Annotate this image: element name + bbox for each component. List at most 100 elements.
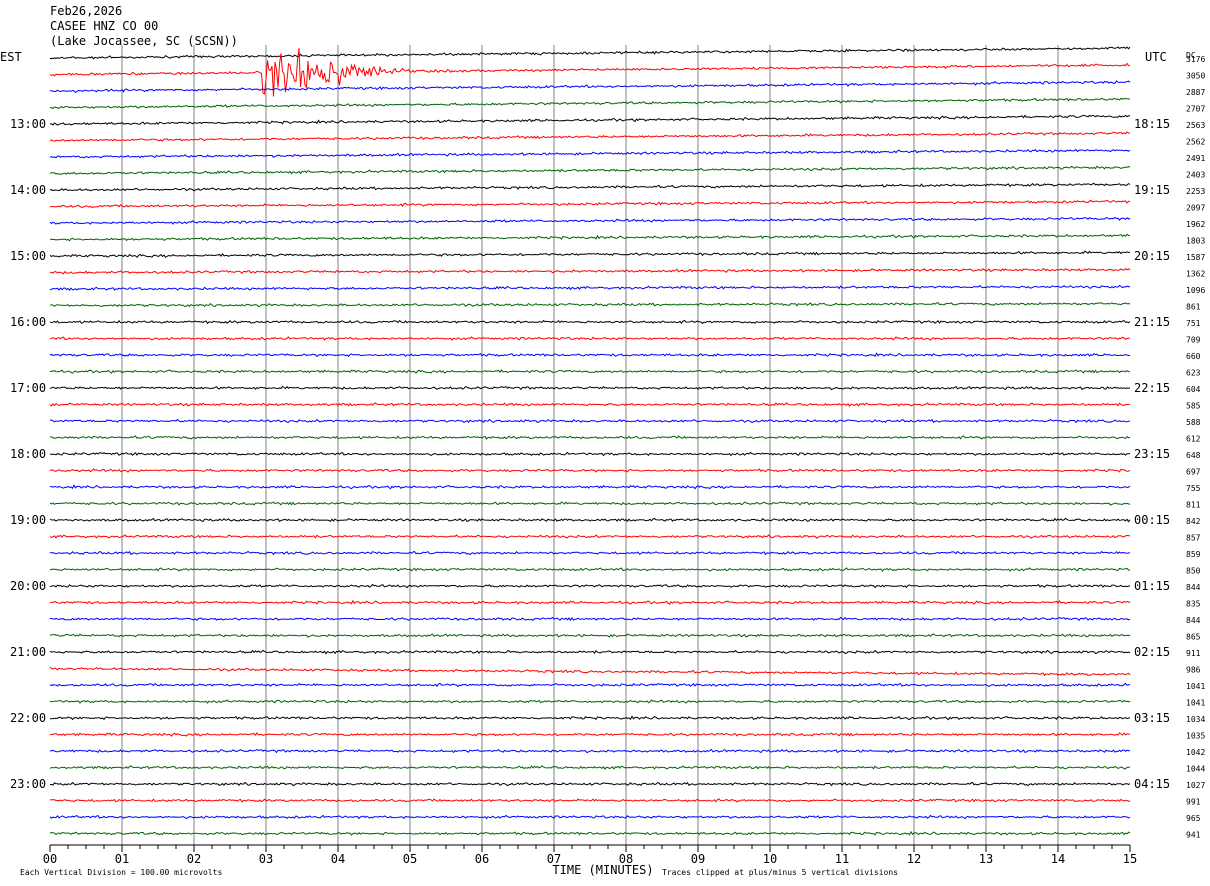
trace-line (49, 114, 1131, 126)
trace-line (49, 148, 1131, 159)
dc-offset-label: 844 (1186, 616, 1201, 625)
x-tick-label: 01 (115, 852, 129, 866)
dc-offset-label: 1034 (1186, 715, 1205, 724)
trace-line (49, 97, 1130, 109)
x-axis-title: TIME (MINUTES) (552, 863, 653, 877)
header-station: CASEE HNZ CO 00 (50, 19, 159, 33)
trace-line (49, 583, 1131, 589)
left-hour-label: 13:00 (10, 117, 46, 131)
dc-offset-label: 1035 (1186, 732, 1205, 741)
right-hour-label: 22:15 (1134, 381, 1170, 395)
left-hour-label: 22:00 (10, 711, 46, 725)
header-date: Feb26,2026 (50, 4, 123, 18)
right-hour-label: 03:15 (1134, 711, 1170, 725)
trace-line (49, 616, 1131, 622)
dc-offset-label: 697 (1186, 468, 1201, 477)
trace-line (49, 131, 1131, 142)
trace-line (49, 830, 1131, 836)
left-hour-label: 15:00 (10, 249, 46, 263)
x-tick-label: 04 (331, 852, 345, 866)
dc-offset-label: 1041 (1186, 682, 1205, 691)
dc-offset-label: 2887 (1186, 88, 1205, 97)
trace-line (49, 501, 1131, 506)
left-hour-label: 16:00 (10, 315, 46, 329)
dc-offset-label: 2097 (1186, 204, 1205, 213)
trace-line (49, 451, 1131, 457)
x-tick-label: 13 (979, 852, 993, 866)
x-tick-label: 07 (547, 852, 561, 866)
left-hour-label: 20:00 (10, 579, 46, 593)
trace-line (49, 666, 1131, 677)
trace-line (49, 765, 1131, 770)
right-hour-label: 01:15 (1134, 579, 1170, 593)
right-hour-label: 20:15 (1134, 249, 1170, 263)
dc-offset-label: 859 (1186, 550, 1201, 559)
header-location: (Lake Jocassee, SC (SCSN)) (50, 34, 238, 48)
dc-column-label: DC (1186, 51, 1196, 60)
dc-offset-label: 2403 (1186, 171, 1205, 180)
dc-offset-label: 648 (1186, 451, 1201, 460)
dc-offset-label: 941 (1186, 831, 1201, 840)
dc-offset-label: 911 (1186, 649, 1201, 658)
trace-line (49, 48, 1131, 97)
left-hour-label: 14:00 (10, 183, 46, 197)
left-tz-label: EST (0, 50, 22, 64)
dc-offset-label: 850 (1186, 567, 1201, 576)
trace-line (49, 369, 1131, 374)
x-tick-label: 03 (259, 852, 273, 866)
dc-offset-label: 709 (1186, 336, 1201, 345)
trace-line (49, 165, 1131, 175)
dc-offset-label: 865 (1186, 633, 1201, 642)
left-hour-label: 21:00 (10, 645, 46, 659)
x-tick-label: 15 (1123, 852, 1137, 866)
dc-offset-label: 585 (1186, 402, 1201, 411)
footer-clip-note: Traces clipped at plus/minus 5 vertical … (662, 868, 898, 877)
left-hour-label: 19:00 (10, 513, 46, 527)
trace-line (49, 534, 1131, 539)
dc-offset-label: 2563 (1186, 121, 1205, 130)
trace-line (49, 468, 1131, 473)
dc-offset-label: 844 (1186, 583, 1201, 592)
dc-offset-label: 2253 (1186, 187, 1205, 196)
dc-offset-label: 623 (1186, 369, 1201, 378)
dc-offset-label: 835 (1186, 600, 1201, 609)
trace-line (49, 633, 1131, 638)
trace-line (49, 385, 1131, 391)
right-hour-label: 18:15 (1134, 117, 1170, 131)
trace-line (49, 517, 1131, 523)
trace-line (49, 550, 1130, 556)
dc-offset-label: 1962 (1186, 220, 1205, 229)
left-hour-label: 23:00 (10, 777, 46, 791)
x-tick-label: 09 (691, 852, 705, 866)
trace-line (50, 435, 1131, 440)
dc-offset-label: 2707 (1186, 105, 1205, 114)
trace-line (49, 352, 1130, 358)
dc-offset-label: 986 (1186, 666, 1201, 675)
dc-offset-label: 660 (1186, 352, 1201, 361)
footer-scale-note: Each Vertical Division = 100.00 microvol… (20, 868, 222, 877)
dc-offset-label: 2562 (1186, 138, 1205, 147)
trace-line (49, 599, 1131, 605)
trace-line (49, 682, 1131, 688)
dc-offset-label: 842 (1186, 517, 1201, 526)
trace-line (49, 814, 1131, 820)
left-hour-label: 17:00 (10, 381, 46, 395)
trace-line (49, 250, 1130, 259)
right-hour-label: 00:15 (1134, 513, 1170, 527)
trace-line (49, 216, 1131, 225)
dc-offset-label: 755 (1186, 484, 1201, 493)
dc-offset-label: 2491 (1186, 154, 1205, 163)
dc-offset-label: 811 (1186, 501, 1201, 510)
trace-line (49, 715, 1131, 721)
right-tz-label: UTC (1145, 50, 1167, 64)
dc-offset-label: 612 (1186, 435, 1201, 444)
right-hour-label: 23:15 (1134, 447, 1170, 461)
right-hour-label: 21:15 (1134, 315, 1170, 329)
trace-line (49, 732, 1131, 737)
trace-line (49, 319, 1131, 325)
trace-line (50, 781, 1131, 787)
dc-offset-label: 1587 (1186, 253, 1205, 262)
dc-offset-label: 3050 (1186, 72, 1205, 81)
trace-line (49, 798, 1131, 803)
